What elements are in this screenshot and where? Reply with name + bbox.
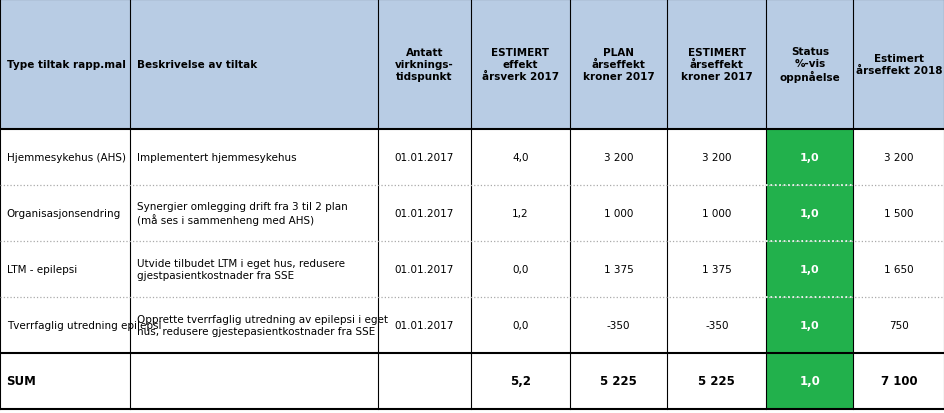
Text: 01.01.2017: 01.01.2017 [395, 264, 453, 274]
Text: 1 000: 1 000 [701, 209, 731, 218]
Text: Estimert
årseffekt 2018: Estimert årseffekt 2018 [855, 54, 941, 76]
Text: 1 000: 1 000 [603, 209, 632, 218]
Text: Opprette tverrfaglig utredning av epilepsi i eget
hus, redusere gjestepasientkos: Opprette tverrfaglig utredning av epilep… [137, 314, 388, 336]
Text: 1 375: 1 375 [701, 264, 731, 274]
Text: 1 650: 1 650 [884, 264, 913, 274]
Text: 5 225: 5 225 [698, 375, 734, 387]
Text: 1 500: 1 500 [884, 209, 913, 218]
Text: 1 375: 1 375 [603, 264, 632, 274]
Text: 3 200: 3 200 [701, 153, 731, 163]
Text: 0,0: 0,0 [512, 264, 528, 274]
Text: PLAN
årseffekt
kroner 2017: PLAN årseffekt kroner 2017 [582, 48, 653, 81]
Text: 01.01.2017: 01.01.2017 [395, 320, 453, 330]
Text: Hjemmesykehus (AHS): Hjemmesykehus (AHS) [7, 153, 126, 163]
Bar [766, 130, 852, 409]
Text: 0,0: 0,0 [512, 320, 528, 330]
Text: 1,0: 1,0 [800, 320, 818, 330]
Text: LTM - epilepsi: LTM - epilepsi [7, 264, 76, 274]
Text: 01.01.2017: 01.01.2017 [395, 209, 453, 218]
Text: ESTIMERT
årseffekt
kroner 2017: ESTIMERT årseffekt kroner 2017 [681, 48, 751, 81]
Text: 1,0: 1,0 [800, 209, 818, 218]
Bar [0, 130, 944, 409]
Text: 7 100: 7 100 [880, 375, 917, 387]
Text: 01.01.2017: 01.01.2017 [395, 153, 453, 163]
Text: 1,0: 1,0 [800, 153, 818, 163]
Text: Beskrivelse av tiltak: Beskrivelse av tiltak [137, 60, 257, 70]
Text: Status
%-vis
oppnåelse: Status %-vis oppnåelse [779, 47, 839, 83]
Bar [0, 0, 944, 130]
Text: -350: -350 [606, 320, 630, 330]
Text: Tverrfaglig utredning epilepsi: Tverrfaglig utredning epilepsi [7, 320, 160, 330]
Text: SUM: SUM [7, 375, 37, 387]
Text: 3 200: 3 200 [884, 153, 913, 163]
Text: 1,0: 1,0 [799, 375, 819, 387]
Text: Synergier omlegging drift fra 3 til 2 plan
(må ses i sammenheng med AHS): Synergier omlegging drift fra 3 til 2 pl… [137, 202, 347, 225]
Text: 3 200: 3 200 [603, 153, 632, 163]
Text: 5 225: 5 225 [599, 375, 636, 387]
Text: 750: 750 [888, 320, 908, 330]
Text: Type tiltak rapp.mal: Type tiltak rapp.mal [7, 60, 126, 70]
Text: ESTIMERT
effekt
årsverk 2017: ESTIMERT effekt årsverk 2017 [481, 48, 558, 81]
Text: 4,0: 4,0 [512, 153, 528, 163]
Text: 5,2: 5,2 [509, 375, 531, 387]
Text: 1,2: 1,2 [512, 209, 528, 218]
Text: Organisasjonsendring: Organisasjonsendring [7, 209, 121, 218]
Text: Antatt
virknings-
tidspunkt: Antatt virknings- tidspunkt [395, 48, 453, 81]
Text: -350: -350 [704, 320, 728, 330]
Text: Utvide tilbudet LTM i eget hus, redusere
gjestpasientkostnader fra SSE: Utvide tilbudet LTM i eget hus, redusere… [137, 259, 345, 280]
Text: Implementert hjemmesykehus: Implementert hjemmesykehus [137, 153, 296, 163]
Text: 1,0: 1,0 [800, 264, 818, 274]
